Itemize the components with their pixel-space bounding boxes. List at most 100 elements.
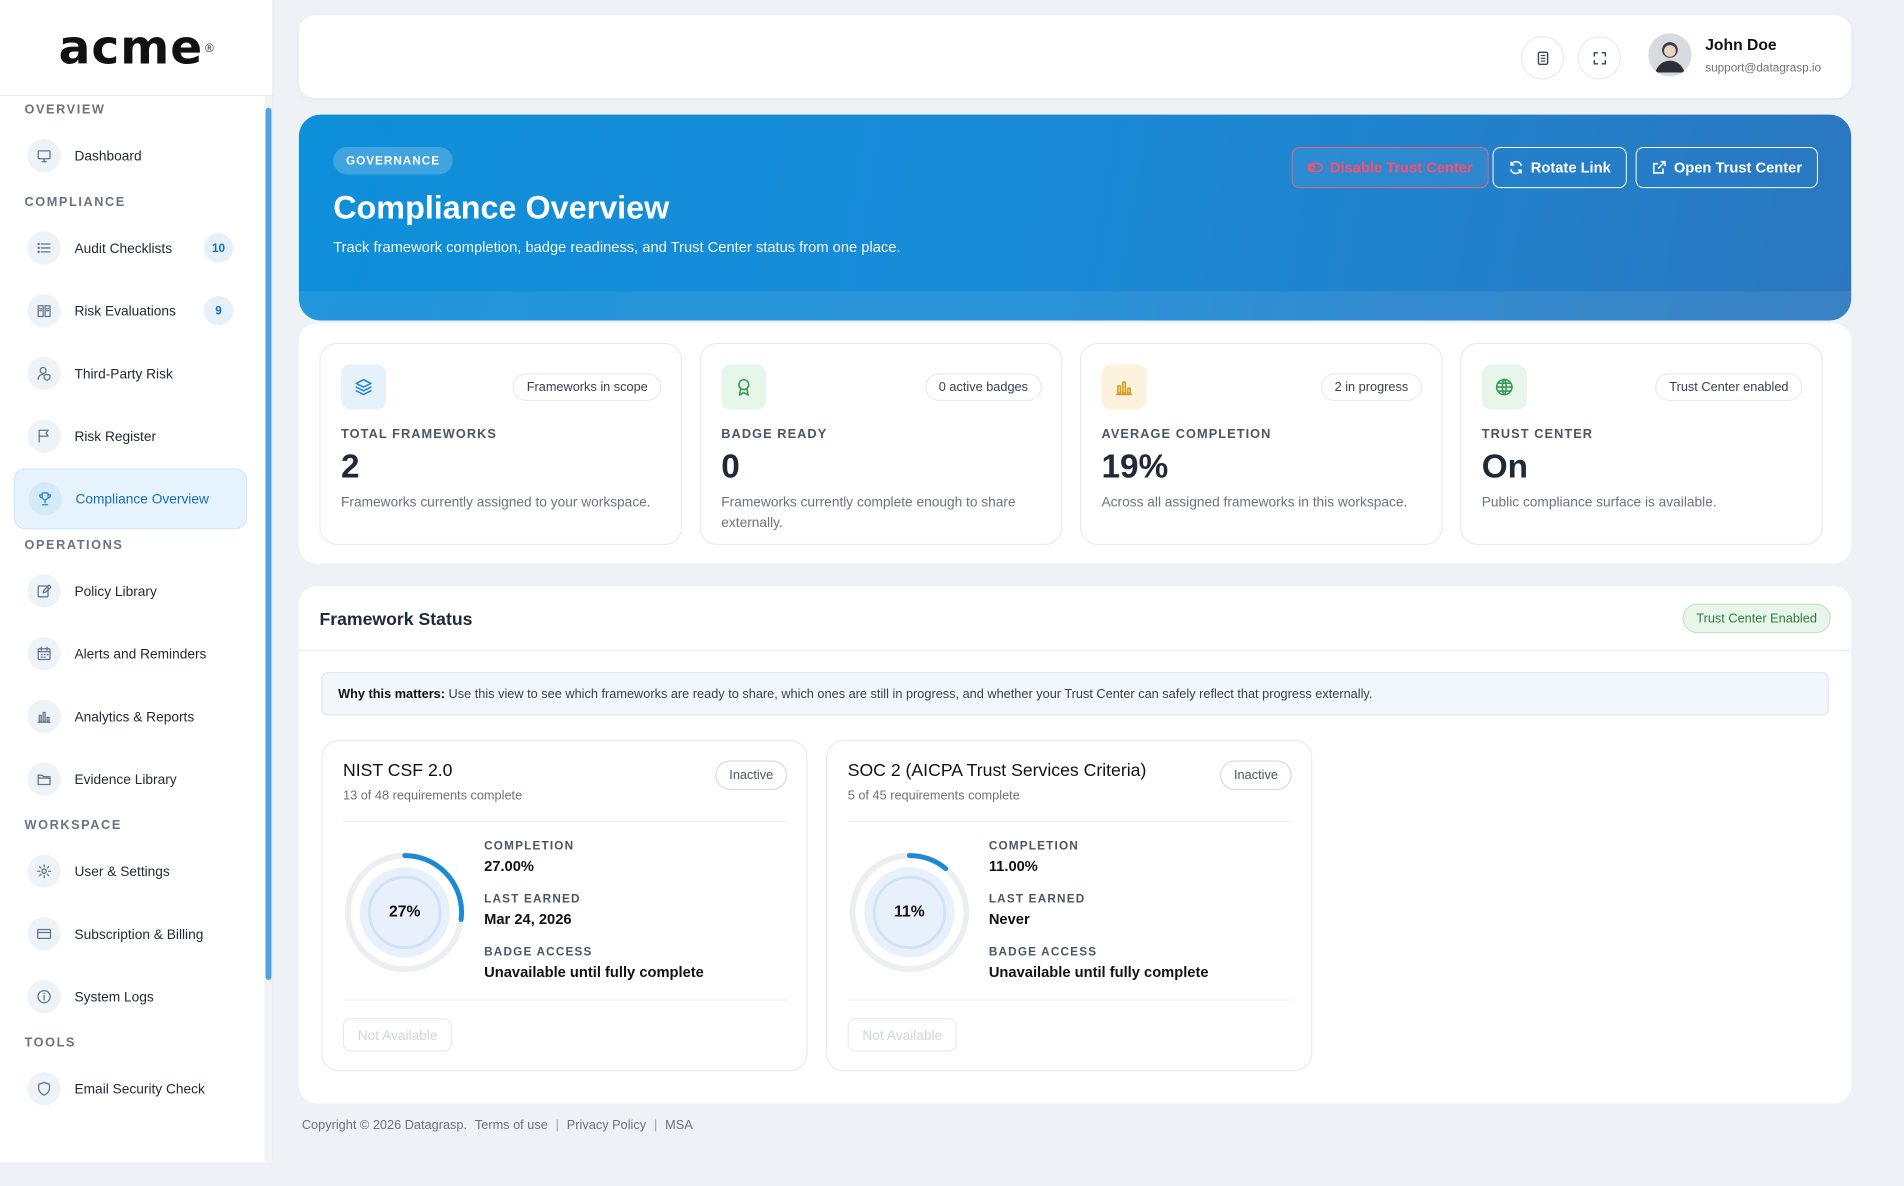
completion-ring	[344, 852, 465, 973]
sidebar-scrollbar[interactable]	[264, 96, 273, 1163]
terms-link[interactable]: Terms of use	[474, 1117, 548, 1132]
rotate-link-button[interactable]: Rotate Link	[1492, 147, 1627, 189]
mail-shield-icon	[38, 1081, 51, 1096]
copyright: Copyright © 2026 Datagrasp.	[301, 1117, 468, 1132]
completion-value: 11.00%	[988, 858, 1038, 876]
completion-label: COMPLETION	[484, 838, 575, 853]
disable-trust-center-button[interactable]: Disable Trust Center	[1291, 147, 1489, 189]
sidebar-item-compliance-overview[interactable]: Compliance Overview	[13, 468, 247, 530]
sidebar-item-subscription-billing[interactable]: Subscription & Billing	[14, 904, 247, 965]
completion-percent: 11%	[894, 903, 925, 921]
sidebar-item-evidence-library[interactable]: Evidence Library	[14, 749, 247, 810]
user-email: support@datagrasp.io	[1705, 60, 1822, 75]
sidebar-item-label: Third-Party Risk	[74, 365, 173, 382]
stats-panel: Frameworks in scope TOTAL FRAMEWORKS 2 Fram…	[298, 323, 1852, 564]
section-tools: TOOLS	[24, 1034, 76, 1050]
framework-progress: 5 of 45 requirements complete	[847, 787, 1020, 803]
stat-tag: Frameworks in scope	[512, 373, 662, 401]
badge-access-value: Unavailable until fully complete	[988, 964, 1209, 981]
stat-card-trust-center: Trust Center enabled TRUST CENTER On Public…	[1460, 343, 1823, 545]
sidebar-item-analytics-reports[interactable]: Analytics & Reports	[14, 686, 247, 747]
book-icon	[27, 294, 61, 328]
note-title: Why this matters:	[338, 686, 445, 701]
stat-label: BADGE READY	[721, 426, 828, 441]
stat-label: TOTAL FRAMEWORKS	[341, 426, 498, 441]
privacy-link[interactable]: Privacy Policy	[566, 1117, 647, 1132]
last-earned-label: LAST EARNED	[484, 891, 581, 906]
sidebar-item-label: User & Settings	[74, 863, 170, 880]
section-overview: OVERVIEW	[24, 101, 106, 117]
completion-arc	[345, 853, 465, 972]
hero-band	[298, 291, 1852, 321]
disable-label: Disable Trust Center	[1329, 159, 1473, 176]
sidebar-item-system-logs[interactable]: System Logs	[14, 966, 247, 1027]
user-avatar[interactable]	[1648, 33, 1692, 77]
sidebar-item-label: Policy Library	[74, 583, 157, 599]
sidebar-item-label: Evidence Library	[74, 771, 177, 787]
scrollbar-thumb[interactable]	[265, 107, 272, 981]
award-icon	[738, 378, 750, 396]
sidebar-item-label: Email Security Check	[74, 1080, 205, 1097]
stat-tag: 0 active badges	[925, 373, 1042, 401]
fullscreen-button[interactable]	[1577, 36, 1621, 80]
monitor-icon	[37, 150, 51, 163]
msa-link[interactable]: MSA	[665, 1117, 693, 1132]
divider	[298, 649, 1852, 651]
framework-name: SOC 2 (AICPA Trust Services Criteria)	[847, 760, 1147, 781]
info-note: Why this matters: Use this view to see w…	[321, 672, 1829, 716]
completion-ring	[849, 852, 970, 973]
divider	[343, 999, 787, 1001]
credit-card-icon	[27, 917, 61, 951]
user-name[interactable]: John Doe	[1705, 37, 1777, 54]
notes-icon-button[interactable]	[1520, 36, 1565, 80]
framework-card: SOC 2 (AICPA Trust Services Criteria) 5 o…	[826, 739, 1313, 1072]
badge-access-label: BADGE ACCESS	[988, 944, 1098, 959]
sidebar-nav: OVERVIEW Dashboard COMPLIANCE Audit Checkli…	[0, 96, 261, 1162]
gear-icon	[37, 864, 52, 879]
completion-arc	[850, 853, 969, 972]
sidebar-item-audit-checklists[interactable]: Audit Checklists 10	[14, 218, 247, 279]
globe-icon	[1481, 364, 1527, 410]
count-badge: 9	[203, 295, 234, 326]
last-earned-value: Mar 24, 2026	[484, 911, 572, 929]
sidebar-item-email-security-check[interactable]: Email Security Check	[14, 1058, 247, 1119]
section-compliance: COMPLIANCE	[24, 194, 126, 209]
stat-value: On	[1481, 447, 1529, 486]
stat-card-average-completion: 2 in progress AVERAGE COMPLETION 19% Across…	[1079, 343, 1443, 545]
completion-value: 27.00%	[484, 858, 534, 876]
info-icon	[37, 989, 51, 1004]
refresh-icon	[1509, 160, 1523, 175]
trust-center-status-badge: Trust Center Enabled	[1682, 603, 1831, 634]
completion-percent: 27%	[389, 903, 421, 921]
open-trust-center-button[interactable]: Open Trust Center	[1635, 147, 1818, 189]
sidebar: acme ® OVERVIEW Dashboard COMPLIANCE Audit C…	[0, 0, 274, 1163]
sidebar-item-policy-library[interactable]: Policy Library	[14, 561, 247, 622]
sidebar-item-third-party-risk[interactable]: Third-Party Risk	[14, 343, 247, 404]
stat-tag: Trust Center enabled	[1655, 373, 1803, 401]
not-available-button[interactable]: Not Available	[343, 1018, 453, 1052]
section-workspace: WORKSPACE	[24, 817, 122, 833]
not-available-button[interactable]: Not Available	[847, 1018, 957, 1052]
footer: Copyright © 2026 Datagrasp. Terms of use…	[301, 1117, 693, 1132]
completion-label: COMPLETION	[988, 838, 1079, 853]
edit-icon	[27, 574, 61, 608]
sidebar-item-label: Dashboard	[74, 147, 142, 164]
brand-logo[interactable]: acme ®	[0, 0, 273, 97]
sidebar-item-label: Analytics & Reports	[74, 708, 195, 725]
sidebar-item-risk-evaluations[interactable]: Risk Evaluations 9	[14, 280, 247, 341]
list-icon	[37, 242, 51, 254]
sidebar-item-risk-register[interactable]: Risk Register	[14, 406, 247, 467]
list-icon	[27, 231, 61, 265]
trophy-icon	[28, 482, 62, 516]
external-link-icon	[1652, 160, 1666, 174]
sidebar-item-user-settings[interactable]: User & Settings	[14, 841, 247, 902]
badge-access-value: Unavailable until fully complete	[484, 964, 704, 981]
stat-description: Frameworks currently complete enough to …	[721, 493, 1016, 531]
award-icon	[721, 364, 767, 410]
page-title: Compliance Overview	[333, 189, 670, 226]
flag-icon	[38, 429, 49, 443]
sidebar-item-dashboard[interactable]: Dashboard	[14, 125, 247, 186]
stat-value: 2	[341, 447, 360, 486]
sidebar-item-alerts-and-reminders[interactable]: Alerts and Reminders	[14, 623, 247, 684]
framework-status-panel: Framework Status Trust Center Enabled Wh…	[298, 586, 1852, 1104]
